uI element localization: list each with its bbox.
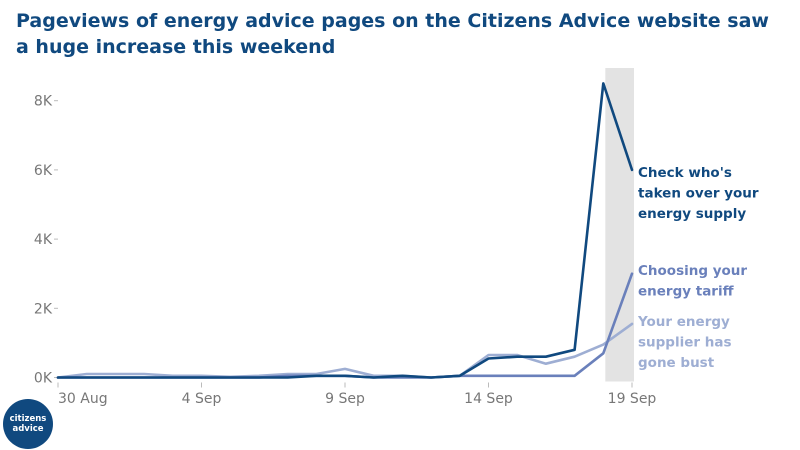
- series-line-supplier-gone-bust: [56, 322, 634, 379]
- y-axis: 0K 2K 4K 6K 8K: [34, 94, 58, 387]
- series-lines: [56, 82, 634, 379]
- logo-text-line-1: citizens: [9, 414, 47, 424]
- citizens-advice-logo: citizens advice: [3, 399, 53, 449]
- x-axis: 30 Aug 4 Sep 9 Sep 14 Sep 19 Sep: [57, 382, 657, 407]
- x-tick-label: 4 Sep: [182, 391, 222, 407]
- x-tick-label: 9 Sep: [325, 391, 365, 407]
- chart-title: Pageviews of energy advice pages on the …: [16, 10, 769, 58]
- series-label-check-who-took-over: Check who's taken over your energy supply: [638, 165, 759, 222]
- series-line-choosing-tariff: [56, 272, 634, 379]
- series-label-supplier-gone-bust: Your energy supplier has gone bust: [637, 314, 732, 371]
- series-label-choosing-tariff: Choosing your energy tariff: [638, 263, 747, 300]
- x-tick-label: 30 Aug: [58, 391, 108, 407]
- y-tick-label: 6K: [34, 163, 53, 179]
- y-tick-label: 8K: [34, 94, 53, 110]
- weekend-highlight-band: [605, 68, 634, 382]
- x-tick-label: 14 Sep: [464, 391, 513, 407]
- y-tick-label: 2K: [34, 301, 53, 317]
- x-tick-label: 19 Sep: [608, 391, 657, 407]
- series-line-check-who-took-over: [56, 82, 634, 379]
- logo-text-line-2: advice: [12, 424, 44, 434]
- series-labels: Check who's taken over your energy supply C…: [637, 165, 759, 371]
- y-tick-label: 0K: [34, 371, 53, 387]
- y-tick-label: 4K: [34, 232, 53, 248]
